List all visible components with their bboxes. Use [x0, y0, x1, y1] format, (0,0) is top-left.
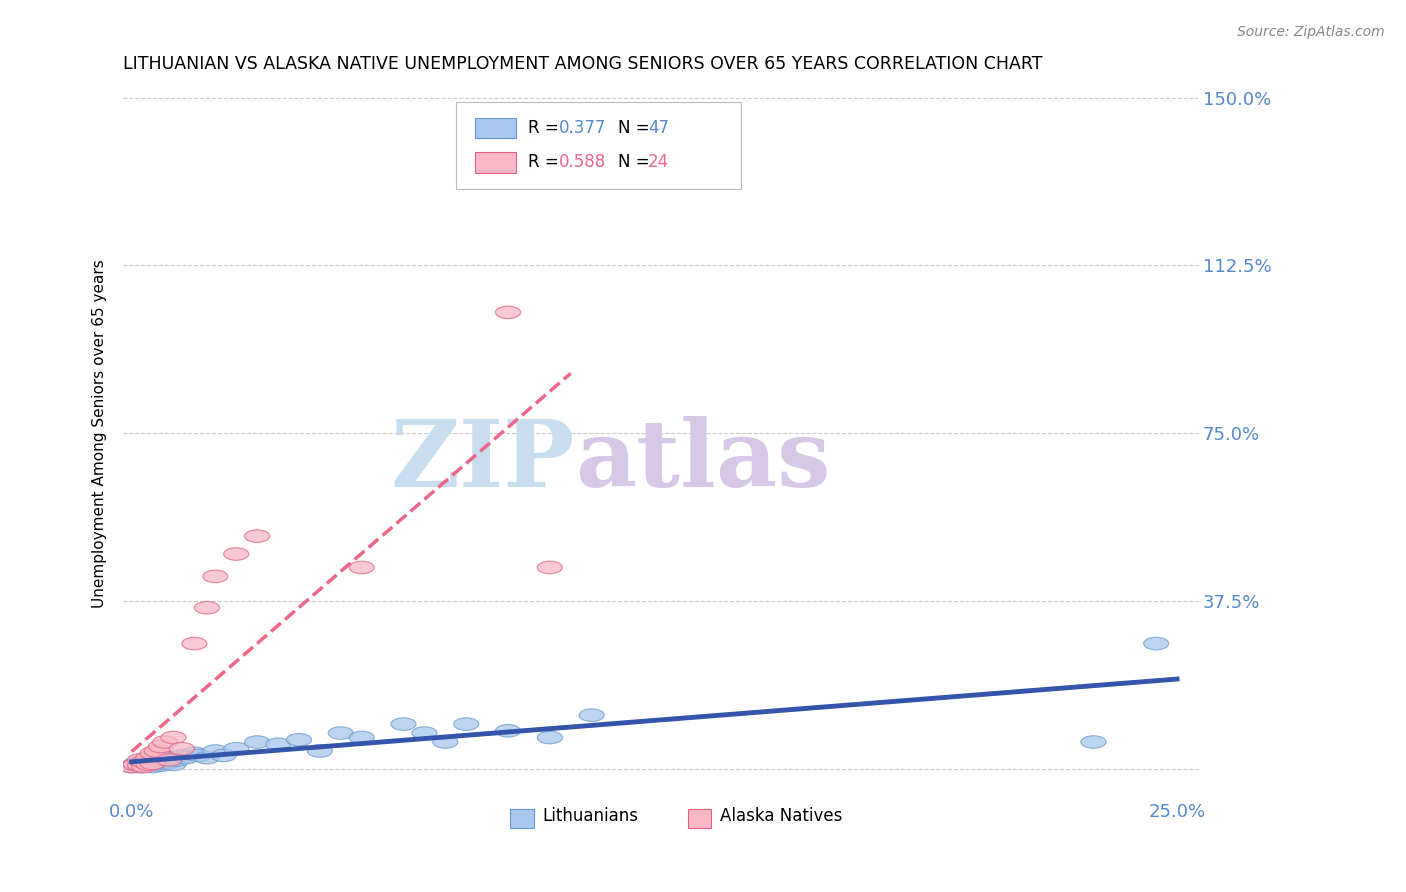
Ellipse shape — [153, 757, 177, 770]
Ellipse shape — [537, 561, 562, 574]
Ellipse shape — [181, 747, 207, 759]
Ellipse shape — [128, 760, 153, 772]
Ellipse shape — [412, 727, 437, 739]
Ellipse shape — [160, 758, 186, 771]
Ellipse shape — [132, 760, 156, 772]
Ellipse shape — [224, 548, 249, 560]
Ellipse shape — [224, 742, 249, 755]
Ellipse shape — [308, 745, 332, 757]
Ellipse shape — [120, 760, 145, 772]
Ellipse shape — [145, 754, 169, 766]
Ellipse shape — [132, 756, 156, 768]
Ellipse shape — [141, 753, 165, 765]
Ellipse shape — [136, 755, 160, 767]
Text: N =: N = — [617, 119, 655, 136]
Ellipse shape — [160, 731, 186, 744]
Ellipse shape — [287, 733, 312, 746]
Ellipse shape — [181, 637, 207, 649]
Ellipse shape — [141, 757, 165, 770]
Ellipse shape — [145, 758, 169, 771]
Ellipse shape — [136, 751, 160, 764]
Text: Lithuanians: Lithuanians — [543, 806, 638, 825]
Text: 0.588: 0.588 — [558, 153, 606, 171]
Ellipse shape — [141, 760, 165, 772]
Text: R =: R = — [529, 153, 564, 171]
Text: 47: 47 — [648, 119, 669, 136]
Ellipse shape — [194, 601, 219, 614]
Ellipse shape — [149, 740, 173, 753]
Ellipse shape — [136, 758, 160, 771]
Ellipse shape — [211, 749, 236, 762]
Bar — [475, 118, 516, 138]
Ellipse shape — [136, 758, 160, 771]
Ellipse shape — [186, 749, 211, 762]
Ellipse shape — [579, 709, 605, 722]
Text: N =: N = — [617, 153, 655, 171]
Ellipse shape — [141, 747, 165, 759]
Ellipse shape — [128, 759, 153, 772]
Ellipse shape — [149, 759, 173, 772]
Ellipse shape — [349, 731, 374, 744]
Ellipse shape — [156, 754, 181, 766]
Ellipse shape — [266, 738, 291, 750]
Ellipse shape — [328, 727, 353, 739]
Ellipse shape — [537, 731, 562, 744]
Bar — [475, 152, 516, 173]
Ellipse shape — [495, 724, 520, 737]
Ellipse shape — [495, 306, 520, 318]
Y-axis label: Unemployment Among Seniors over 65 years: Unemployment Among Seniors over 65 years — [93, 259, 107, 607]
Ellipse shape — [132, 754, 156, 766]
Ellipse shape — [128, 754, 153, 766]
Ellipse shape — [120, 760, 145, 772]
Bar — [510, 809, 534, 828]
Ellipse shape — [124, 757, 149, 770]
Text: 25.0%: 25.0% — [1149, 803, 1206, 821]
Ellipse shape — [169, 742, 194, 755]
Ellipse shape — [153, 754, 177, 766]
Text: Alaska Natives: Alaska Natives — [720, 806, 842, 825]
Ellipse shape — [141, 757, 165, 770]
Ellipse shape — [124, 758, 149, 771]
Ellipse shape — [124, 759, 149, 772]
Text: Source: ZipAtlas.com: Source: ZipAtlas.com — [1237, 25, 1385, 39]
Ellipse shape — [194, 751, 219, 764]
Ellipse shape — [160, 751, 186, 764]
Ellipse shape — [173, 751, 198, 764]
Ellipse shape — [202, 570, 228, 582]
Ellipse shape — [153, 736, 177, 748]
Ellipse shape — [128, 758, 153, 771]
Ellipse shape — [391, 718, 416, 731]
Ellipse shape — [433, 736, 458, 748]
Text: R =: R = — [529, 119, 564, 136]
Text: 0.377: 0.377 — [558, 119, 606, 136]
Bar — [688, 809, 711, 828]
Text: ZIP: ZIP — [391, 416, 575, 506]
Ellipse shape — [1081, 736, 1107, 748]
Text: atlas: atlas — [575, 416, 830, 506]
Text: 0.0%: 0.0% — [110, 803, 155, 821]
Ellipse shape — [245, 530, 270, 542]
Ellipse shape — [454, 718, 479, 731]
Ellipse shape — [349, 561, 374, 574]
Ellipse shape — [156, 756, 181, 768]
FancyBboxPatch shape — [457, 103, 741, 188]
Ellipse shape — [165, 754, 190, 766]
Ellipse shape — [145, 745, 169, 757]
Ellipse shape — [128, 756, 153, 768]
Ellipse shape — [132, 756, 156, 768]
Text: 24: 24 — [648, 153, 669, 171]
Ellipse shape — [132, 759, 156, 772]
Text: LITHUANIAN VS ALASKA NATIVE UNEMPLOYMENT AMONG SENIORS OVER 65 YEARS CORRELATION: LITHUANIAN VS ALASKA NATIVE UNEMPLOYMENT… — [124, 55, 1043, 73]
Ellipse shape — [1143, 637, 1168, 649]
Ellipse shape — [245, 736, 270, 748]
Ellipse shape — [169, 749, 194, 762]
Ellipse shape — [202, 745, 228, 757]
Ellipse shape — [149, 751, 173, 764]
